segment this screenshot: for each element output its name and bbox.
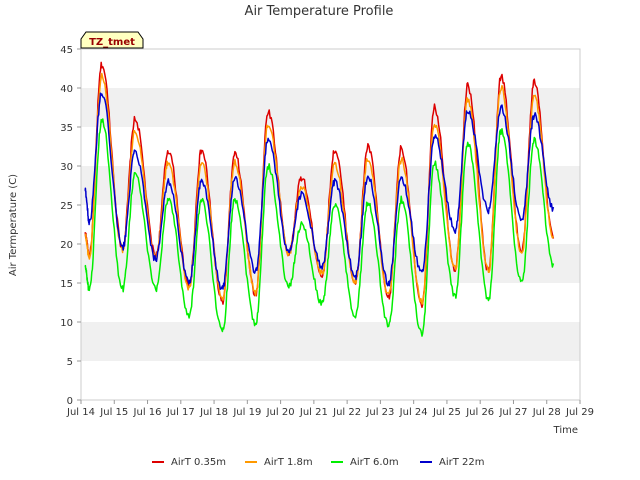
series-line-1 bbox=[84, 61, 555, 309]
x-tick-label: Jul 29 bbox=[565, 407, 594, 418]
x-tick-label: Jul 16 bbox=[133, 407, 162, 418]
y-tick-label: 5 bbox=[67, 357, 73, 368]
y-tick-label: 15 bbox=[60, 279, 73, 290]
legend-label: AirT 1.8m bbox=[264, 457, 313, 468]
grid-band bbox=[81, 49, 580, 88]
chart-title: Air Temperature Profile bbox=[245, 4, 394, 19]
y-tick-label: 45 bbox=[60, 45, 73, 56]
y-tick-label: 40 bbox=[60, 84, 73, 95]
y-tick-label: 0 bbox=[67, 396, 73, 407]
series-lines bbox=[84, 61, 555, 337]
x-tick-label: Jul 15 bbox=[99, 407, 128, 418]
x-tick-label: Jul 28 bbox=[532, 407, 561, 418]
x-tick-label: Jul 22 bbox=[332, 407, 361, 418]
legend-label: AirT 0.35m bbox=[171, 457, 226, 468]
x-tick-label: Jul 19 bbox=[232, 407, 261, 418]
x-tick-label: Jul 18 bbox=[199, 407, 228, 418]
x-tick-label: Jul 17 bbox=[166, 407, 195, 418]
x-tick-label: Jul 21 bbox=[299, 407, 328, 418]
grid-band bbox=[81, 244, 580, 283]
y-tick-label: 25 bbox=[60, 201, 73, 212]
x-tick-label: Jul 26 bbox=[465, 407, 494, 418]
x-tick-label: Jul 14 bbox=[66, 407, 95, 418]
y-axis: 0 5 10 15 20 25 30 35 40 45 bbox=[60, 45, 81, 407]
legend: AirT 0.35m AirT 1.8m AirT 6.0m AirT 22m bbox=[152, 457, 484, 468]
grid-band bbox=[81, 361, 580, 400]
y-tick-label: 35 bbox=[60, 123, 73, 134]
series-line-4 bbox=[84, 92, 555, 290]
legend-label: AirT 22m bbox=[439, 457, 484, 468]
y-axis-label: Air Termperature (C) bbox=[8, 174, 19, 276]
grid-band bbox=[81, 322, 580, 361]
site-label: TZ_tmet bbox=[89, 37, 135, 48]
x-axis-label: Time bbox=[553, 425, 578, 436]
x-axis: Jul 14 Jul 15 Jul 16 Jul 17 Jul 18 Jul 19 Jul … bbox=[66, 400, 594, 418]
site-label-badge: TZ_tmet bbox=[80, 31, 144, 49]
y-tick-label: 20 bbox=[60, 240, 73, 251]
x-tick-label: Jul 24 bbox=[399, 407, 428, 418]
plot-frame bbox=[80, 48, 581, 401]
x-tick-label: Jul 25 bbox=[432, 407, 461, 418]
x-tick-label: Jul 27 bbox=[498, 407, 527, 418]
y-tick-label: 10 bbox=[60, 318, 73, 329]
x-tick-label: Jul 20 bbox=[266, 407, 295, 418]
series-line-3 bbox=[84, 118, 555, 337]
y-tick-label: 30 bbox=[60, 162, 73, 173]
grid-band bbox=[81, 283, 580, 322]
legend-label: AirT 6.0m bbox=[350, 457, 399, 468]
x-tick-label: Jul 23 bbox=[365, 407, 394, 418]
